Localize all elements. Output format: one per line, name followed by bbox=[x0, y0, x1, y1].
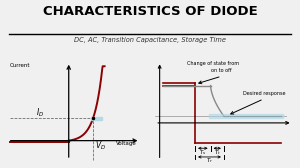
Text: $T_t$: $T_t$ bbox=[214, 148, 221, 157]
Bar bbox=[91, 117, 102, 120]
Text: Current: Current bbox=[10, 63, 30, 68]
Text: on to off: on to off bbox=[212, 68, 232, 73]
Text: Voltage: Voltage bbox=[116, 141, 137, 146]
Text: $I_D$: $I_D$ bbox=[37, 106, 45, 119]
Text: Change of state from: Change of state from bbox=[187, 61, 239, 67]
Text: $T_s$: $T_s$ bbox=[199, 148, 206, 157]
Text: CHARACTERISTICS OF DIODE: CHARACTERISTICS OF DIODE bbox=[43, 5, 257, 18]
Bar bbox=[209, 114, 283, 118]
Text: Desired response: Desired response bbox=[242, 91, 285, 96]
Text: $V_D$: $V_D$ bbox=[95, 140, 106, 152]
Text: DC, AC, Transition Capacitance, Storage Time: DC, AC, Transition Capacitance, Storage … bbox=[74, 37, 226, 43]
Text: $T_r$: $T_r$ bbox=[206, 156, 213, 165]
